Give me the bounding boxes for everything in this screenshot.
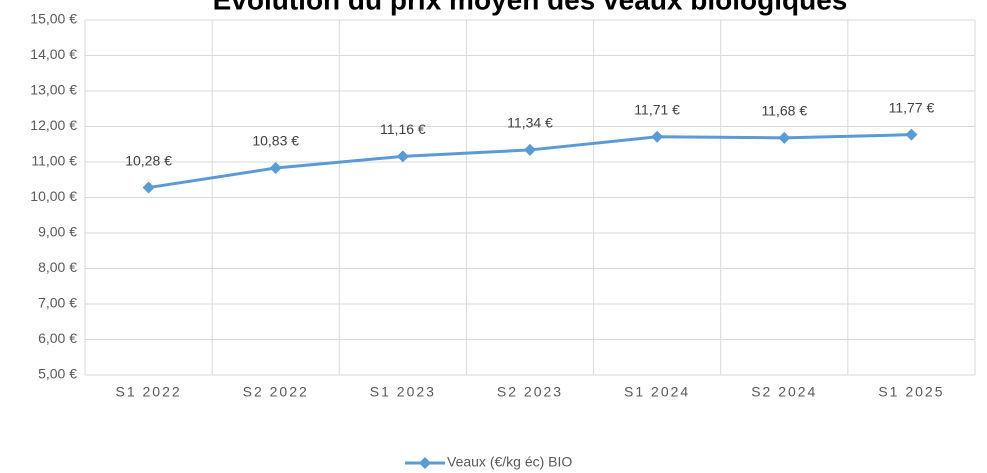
marker [778, 131, 791, 144]
marker [269, 162, 282, 175]
x-tick-label: S2 2024 [751, 384, 817, 400]
data-label: 11,77 € [889, 99, 935, 115]
y-tick-label: 8,00 € [38, 259, 77, 275]
y-tick-label: 11,00 € [31, 153, 77, 169]
x-tick-label: S2 2022 [243, 384, 309, 400]
y-tick-label: 13,00 € [30, 82, 77, 98]
x-tick-label: S2 2023 [497, 384, 563, 400]
y-tick-label: 14,00 € [30, 46, 77, 62]
marker [142, 181, 155, 194]
y-tick-label: 12,00 € [30, 117, 77, 133]
y-tick-label: 7,00 € [38, 295, 77, 311]
y-tick-label: 10,00 € [30, 188, 77, 204]
y-tick-label: 6,00 € [38, 330, 77, 346]
marker [524, 143, 536, 156]
data-label: 10,28 € [125, 152, 172, 168]
y-tick-label: 15,00 € [30, 11, 77, 27]
chart-title: Evolution du prix moyen des veaux biolog… [213, 0, 848, 15]
x-tick-label: S1 2025 [878, 384, 944, 400]
data-label: 11,68 € [761, 103, 807, 119]
y-tick-label: 5,00 € [38, 366, 77, 382]
x-tick-label: S1 2023 [370, 384, 436, 400]
marker [905, 128, 918, 141]
data-label: 11,16 € [380, 121, 426, 137]
marker [396, 150, 409, 163]
legend-marker [419, 457, 431, 469]
data-label: 11,71 € [634, 101, 680, 117]
y-tick-label: 9,00 € [38, 224, 77, 240]
x-tick-label: S1 2022 [115, 384, 181, 400]
marker [651, 130, 664, 143]
x-tick-label: S1 2024 [624, 384, 690, 400]
data-label: 11,34 € [507, 115, 553, 131]
legend-label: Veaux (€/kg éc) BIO [447, 454, 572, 470]
data-label: 10,83 € [252, 133, 299, 149]
